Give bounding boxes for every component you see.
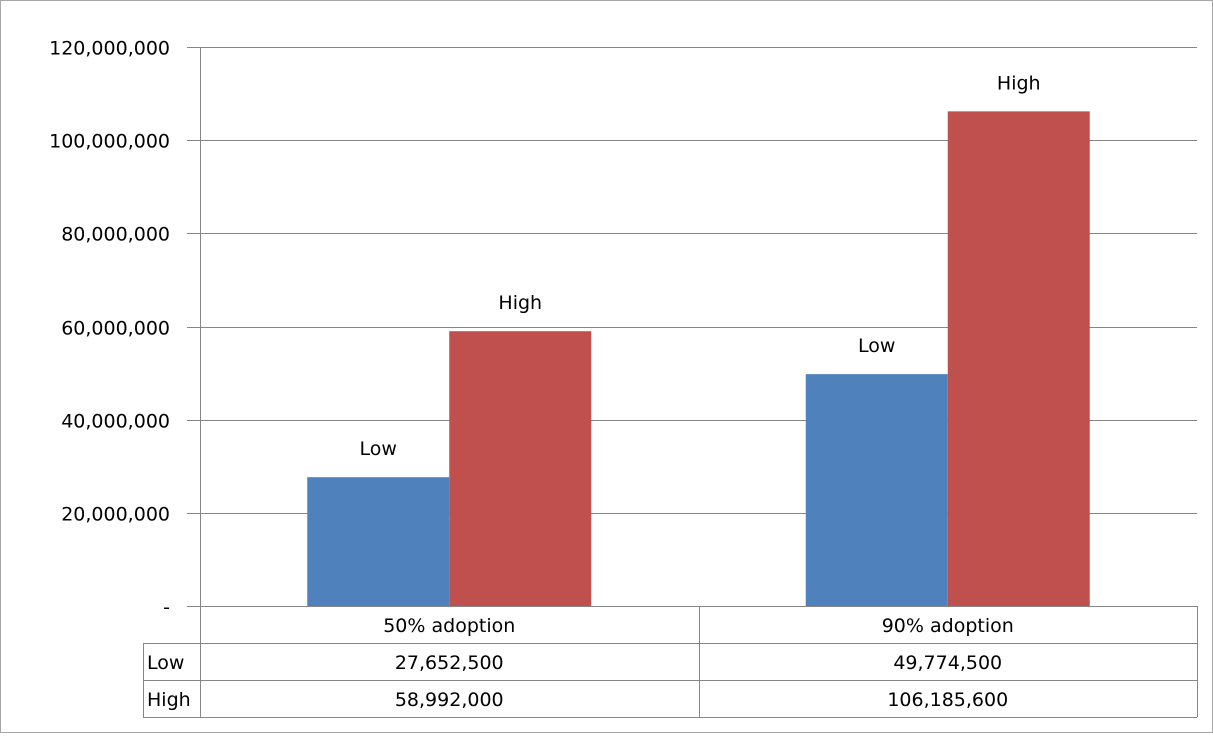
data-table: 50% adoption 90% adoption Low 27,652,500 49,…	[143, 606, 1198, 718]
y-tick-label: 80,000,000	[61, 224, 170, 246]
table-cell: 106,185,600	[887, 689, 1008, 711]
data-label-low: Low	[858, 335, 895, 357]
y-tick-label: 40,000,000	[61, 411, 170, 433]
y-tick-label: 100,000,000	[49, 131, 170, 153]
data-label-high: High	[498, 292, 542, 314]
y-axis-ticks: - 20,000,000 40,000,000 60,000,000 80,000,00…	[49, 38, 170, 619]
table-row-label: High	[147, 689, 191, 711]
table-cell: 58,992,000	[395, 689, 504, 711]
bar-low-2	[805, 374, 948, 606]
data-label-low: Low	[360, 438, 397, 460]
category-label: 50% adoption	[383, 615, 515, 637]
table-cell: 27,652,500	[395, 652, 504, 674]
table-row-label: Low	[147, 652, 184, 674]
bar-high-2	[947, 111, 1090, 606]
y-tick-label: 120,000,000	[49, 38, 170, 60]
bar-low-1	[307, 477, 450, 606]
bars	[307, 111, 1090, 606]
y-tick-label: 20,000,000	[61, 504, 170, 526]
bar-data-labels: Low High Low High	[360, 72, 1041, 460]
table-cell: 49,774,500	[893, 652, 1002, 674]
category-label: 90% adoption	[882, 615, 1014, 637]
data-label-high: High	[997, 72, 1041, 94]
bar-high-1	[449, 331, 592, 606]
y-tick-label: 60,000,000	[61, 318, 170, 340]
y-tick-label: -	[163, 597, 170, 619]
